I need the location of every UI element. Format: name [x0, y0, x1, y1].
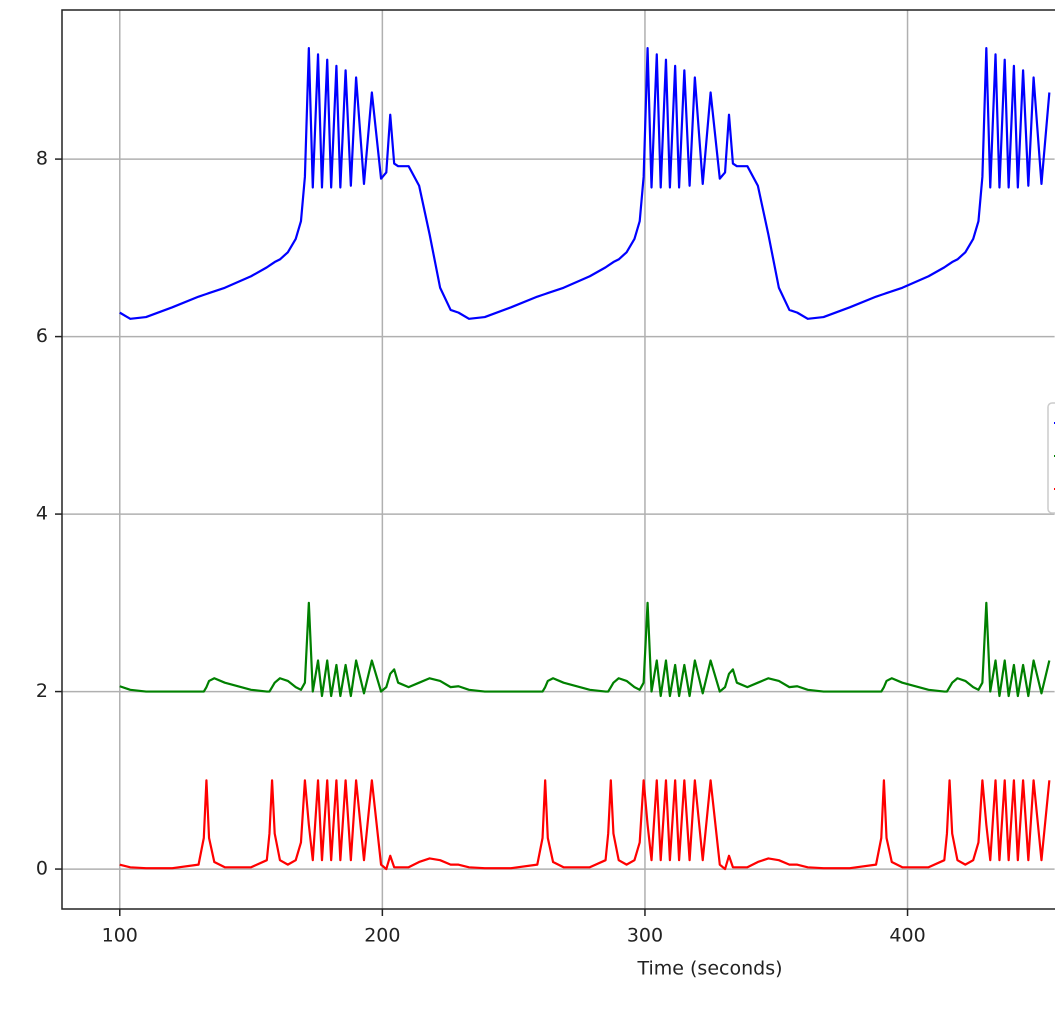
x-axis-label: Time (seconds) — [636, 958, 782, 980]
y-tick-label: 8 — [36, 148, 48, 170]
y-tick-label: 6 — [36, 325, 48, 347]
series-line — [119, 601, 1051, 698]
legend-box — [1047, 402, 1055, 514]
x-tick-label: 400 — [889, 925, 925, 947]
x-tick-label: 100 — [102, 925, 138, 947]
x-tick-label: 300 — [627, 925, 663, 947]
series-line — [119, 779, 1051, 871]
legend — [1047, 402, 1055, 514]
y-tick-label: 0 — [36, 858, 48, 880]
plot-frame — [61, 9, 1055, 910]
series-line — [119, 47, 1051, 320]
ticks: 100 200 300 400 0 2 4 6 8 — [36, 148, 926, 947]
y-tick-label: 4 — [36, 503, 48, 525]
x-tick-label: 200 — [364, 925, 400, 947]
y-tick-label: 2 — [36, 680, 48, 702]
plot-lines — [119, 47, 1051, 871]
